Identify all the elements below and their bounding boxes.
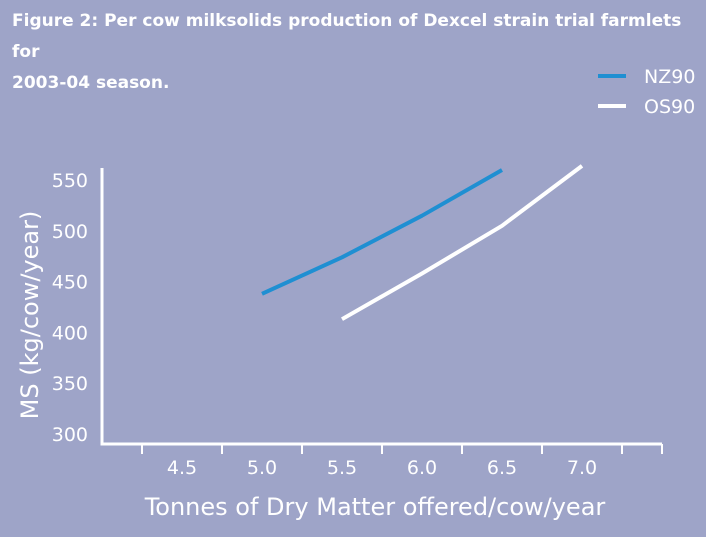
x-tick-label: 6.5	[487, 457, 517, 479]
legend-label-nz90: NZ90	[644, 66, 695, 88]
x-tick-label: 5.5	[327, 457, 357, 479]
legend-label-os90: OS90	[644, 96, 695, 118]
legend: NZ90 OS90	[598, 66, 695, 118]
y-tick-label: 400	[52, 322, 88, 344]
y-tick-label: 550	[52, 170, 88, 192]
y-tick-label: 300	[52, 424, 88, 446]
y-tick-label: 500	[52, 221, 88, 243]
axes: 300 350 400 450 500 550 4.5 5.0 5.5 6.0 6.5 7.0	[52, 168, 663, 479]
y-tick-label: 450	[52, 272, 88, 294]
chart-title-line-2: 2003-04 season.	[12, 73, 170, 93]
series-group	[261, 164, 584, 321]
y-axis-title: MS (kg/cow/year)	[16, 211, 44, 420]
y-tick-label: 350	[52, 373, 88, 395]
x-tick-label: 4.5	[167, 457, 197, 479]
chart-title: Figure 2: Per cow milksolids production …	[12, 6, 702, 99]
series-line-os90	[341, 164, 584, 321]
x-tick-label: 6.0	[407, 457, 437, 479]
series-line-nz90	[261, 168, 503, 296]
chart-title-line-1: Figure 2: Per cow milksolids production …	[12, 11, 682, 62]
x-tick-label: 5.0	[247, 457, 277, 479]
x-tick-label: 7.0	[567, 457, 597, 479]
x-axis-title: Tonnes of Dry Matter offered/cow/year	[144, 493, 606, 521]
